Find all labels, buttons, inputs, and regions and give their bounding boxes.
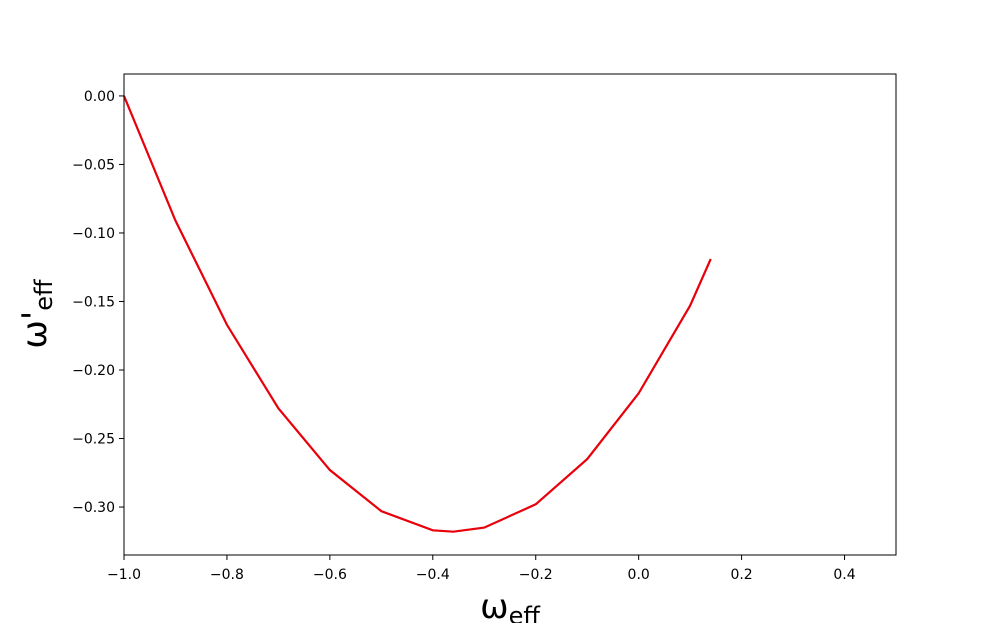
data-line (122, 95, 712, 533)
x-tick-label: −1.0 (107, 567, 141, 583)
x-tick-label: 0.4 (833, 567, 855, 583)
y-tick-label: −0.30 (72, 500, 115, 516)
y-axis-label: ω'eff (15, 279, 58, 349)
y-tick-label: −0.05 (72, 157, 115, 173)
x-tick-label: 0.2 (730, 567, 752, 583)
x-axis-label: ωeff (480, 587, 540, 623)
x-tick-label: −0.8 (210, 567, 244, 583)
y-tick-label: 0.00 (84, 89, 115, 105)
x-tick-label: 0.0 (628, 567, 650, 583)
y-tick-label: −0.15 (72, 294, 115, 310)
x-tick-label: −0.6 (313, 567, 347, 583)
x-tick-label: −0.4 (416, 567, 450, 583)
x-tick-label: −0.2 (519, 567, 553, 583)
y-tick-label: −0.20 (72, 363, 115, 379)
plot-frame (123, 73, 897, 556)
y-tick-label: −0.25 (72, 432, 115, 448)
y-tick-label: −0.10 (72, 226, 115, 242)
